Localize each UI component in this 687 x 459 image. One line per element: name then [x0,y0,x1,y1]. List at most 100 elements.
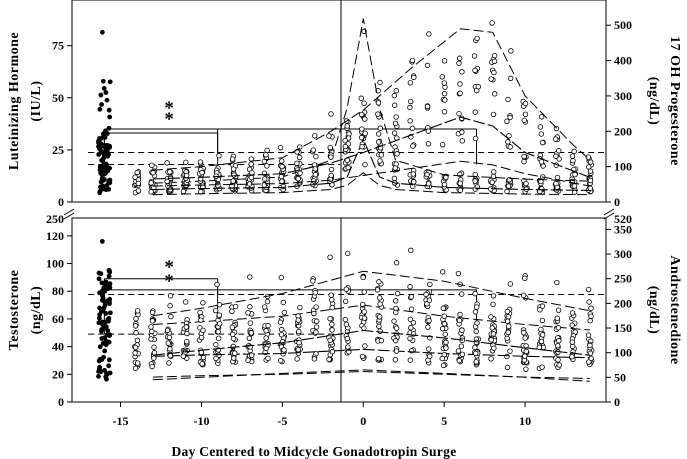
data-point [296,328,302,335]
data-point [263,345,269,352]
data-point [489,20,495,26]
data-point [424,62,431,69]
baseline-point [102,348,108,354]
data-point [586,359,592,365]
data-point [343,321,350,328]
data-point [408,98,414,105]
data-point [362,116,368,122]
data-point [458,291,465,297]
data-point [536,344,542,350]
data-point [342,143,349,150]
baseline-point [100,295,106,301]
data-point [264,298,271,305]
data-point [345,164,351,171]
data-point [491,169,497,175]
data-point [539,139,546,146]
baseline-point [106,268,112,273]
data-point [539,317,546,324]
data-point [491,345,497,351]
data-point [522,275,528,282]
data-point [295,317,302,323]
data-point [456,358,463,364]
data-point [229,308,235,314]
data-point [215,335,222,342]
data-point [458,343,465,349]
data-point [588,305,594,311]
data-point [474,35,480,42]
data-point [375,111,381,117]
data-point [229,324,235,331]
data-point [507,281,514,287]
data-point [538,159,545,165]
y-tick-label: 75 [52,39,64,53]
data-point [521,153,527,160]
data-point [504,318,511,324]
data-point [277,144,284,151]
baseline-point [106,125,112,131]
data-point [570,157,576,164]
y-tick-label: 300 [614,89,632,103]
data-point [408,247,414,254]
data-point [393,114,399,120]
y-tick-label: 300 [614,247,632,261]
data-point [279,158,285,164]
data-point [166,360,172,366]
data-point [184,330,190,337]
data-point [392,165,398,171]
data-point [361,325,367,331]
data-point [132,323,139,329]
y-tick-label: 200 [614,124,632,138]
baseline-point [103,145,108,151]
baseline-point [103,161,109,167]
data-point [440,305,447,311]
data-point [391,130,398,136]
data-point [360,274,366,281]
data-point [504,118,510,125]
baseline-point [99,157,105,163]
data-point [507,75,514,82]
data-point [295,347,301,353]
data-point [569,153,576,159]
data-point [505,314,512,320]
data-point [132,174,138,180]
data-point [490,301,496,308]
data-point [472,135,479,142]
data-point [180,353,187,359]
data-point [443,345,449,351]
data-point [297,144,303,150]
data-point [392,120,399,127]
axis-break-mark [63,208,75,220]
baseline-point [107,296,113,302]
baseline-point [105,286,111,292]
data-point [375,139,382,145]
data-point [472,309,479,315]
x-tick-label: 10 [519,414,531,428]
data-point [148,189,154,195]
data-point [488,337,494,343]
data-point [375,100,382,106]
data-point [279,163,285,170]
data-point [132,350,138,356]
data-point [216,152,222,159]
data-point [280,299,287,306]
data-point [459,138,466,144]
data-point [425,181,432,187]
data-point [264,147,270,154]
data-point [375,355,382,362]
baseline-point [96,358,102,364]
data-point [134,169,140,176]
baseline-point [100,178,106,183]
data-point [230,166,237,172]
data-point [491,52,498,59]
data-point [135,188,142,194]
data-point [555,325,562,331]
data-point [345,135,352,141]
y-tick-label: 80 [52,284,64,298]
data-point [587,350,594,357]
data-point [393,337,399,344]
data-point [199,361,205,367]
data-point [361,315,368,321]
baseline-point [101,354,106,360]
data-point [213,355,219,362]
